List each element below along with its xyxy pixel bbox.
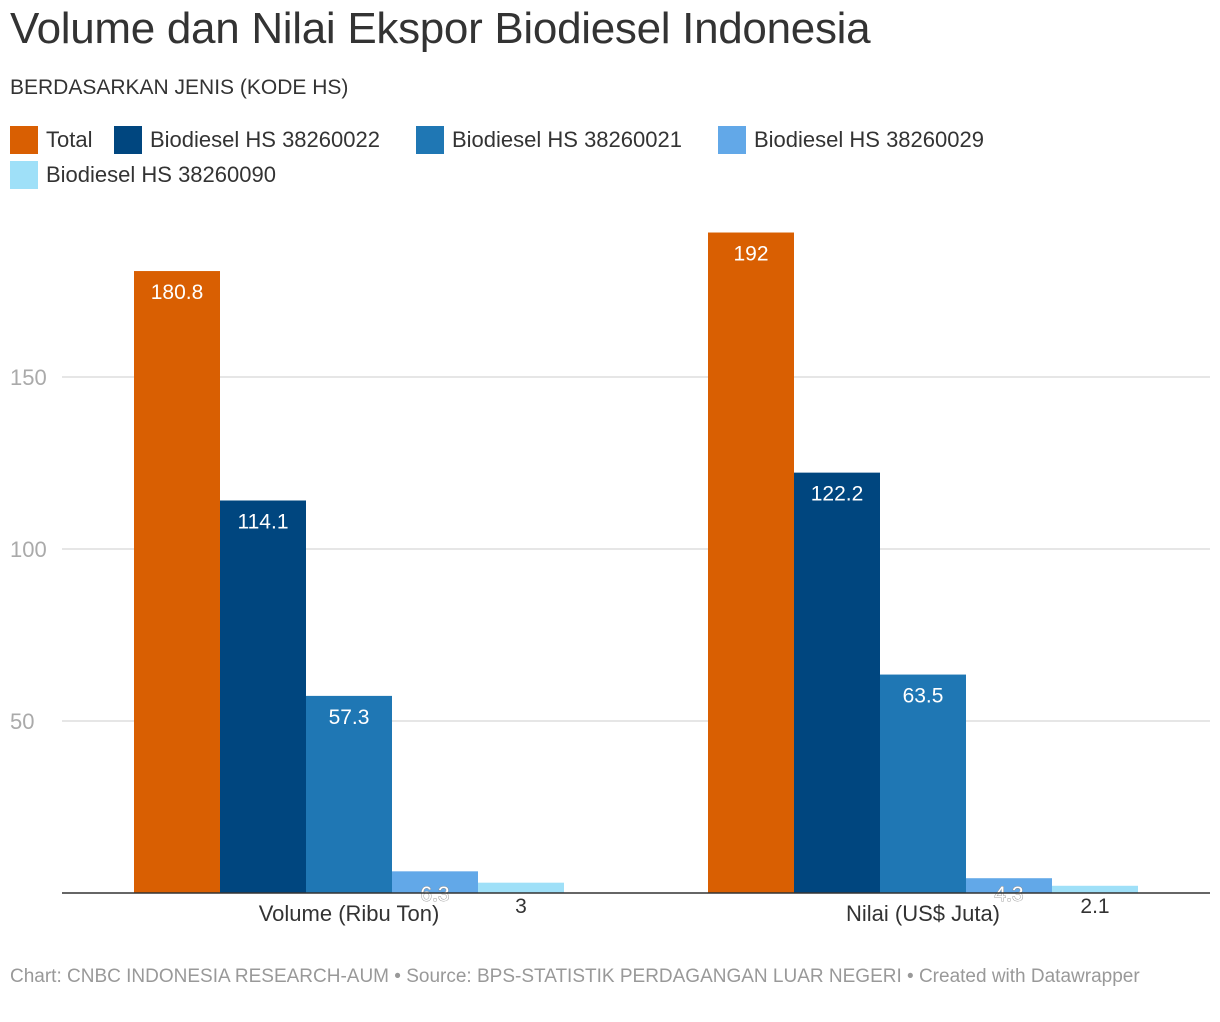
bar [708, 232, 794, 893]
x-tick-label: Volume (Ribu Ton) [259, 901, 440, 926]
y-tick-label: 100 [10, 537, 47, 562]
chart-footer: Chart: CNBC INDONESIA RESEARCH-AUM • Sou… [10, 966, 1140, 987]
x-axis: Volume (Ribu Ton) Nilai (US$ Juta) [62, 892, 1210, 926]
y-tick-label: 150 [10, 365, 47, 390]
bar [1052, 885, 1138, 893]
data-label: 4.3 [994, 883, 1023, 906]
data-label: 6.3 [420, 883, 449, 906]
legend-swatch-total [10, 126, 38, 154]
legend-item-hs-38260021: Biodiesel HS 38260021 [416, 124, 682, 156]
bar-chart: 50 100 150 180.8 114.1 57.3 6.3 3 192 122.2 63.5 4… [10, 232, 1210, 926]
legend-label-hs-38260090: Biodiesel HS 38260090 [46, 162, 276, 187]
data-label: 2.1 [1080, 895, 1109, 918]
data-label: 114.1 [238, 510, 289, 533]
x-tick-label: Nilai (US$ Juta) [846, 901, 1000, 926]
data-label: 57.3 [329, 706, 370, 729]
bar [392, 871, 478, 893]
data-label: 3 [515, 895, 527, 918]
legend-label-hs-38260029: Biodiesel HS 38260029 [754, 127, 984, 152]
bar [880, 674, 966, 893]
legend-swatch-hs-38260022 [114, 126, 142, 154]
data-label: 180.8 [151, 281, 204, 304]
bar [794, 472, 880, 893]
data-label: 122.2 [811, 483, 864, 506]
y-tick-label: 50 [10, 709, 34, 734]
bar [134, 271, 220, 894]
legend-swatch-hs-38260021 [416, 126, 444, 154]
legend-item-hs-38260022: Biodiesel HS 38260022 [114, 124, 380, 156]
chart-subtitle: BERDASARKAN JENIS (KODE HS) [10, 76, 349, 99]
bar [478, 882, 564, 893]
legend-label-total: Total [46, 127, 93, 152]
bar [306, 695, 392, 893]
data-label: 192 [733, 243, 768, 266]
legend-swatch-hs-38260029 [718, 126, 746, 154]
legend-item-total: Total [10, 124, 92, 156]
legend-swatch-hs-38260090 [10, 161, 38, 189]
chart-title: Volume dan Nilai Ekspor Biodiesel Indone… [10, 4, 871, 53]
data-label: 63.5 [903, 685, 944, 708]
bar [220, 500, 306, 893]
legend-item-hs-38260029: Biodiesel HS 38260029 [718, 124, 984, 156]
bars [134, 232, 1138, 894]
bar [966, 878, 1052, 893]
legend-item-hs-38260090: Biodiesel HS 38260090 [10, 159, 276, 191]
legend-label-hs-38260021: Biodiesel HS 38260021 [452, 127, 682, 152]
legend-label-hs-38260022: Biodiesel HS 38260022 [150, 127, 380, 152]
data-labels: 180.8 114.1 57.3 6.3 3 192 122.2 63.5 4.3 2.1 [151, 243, 1110, 918]
